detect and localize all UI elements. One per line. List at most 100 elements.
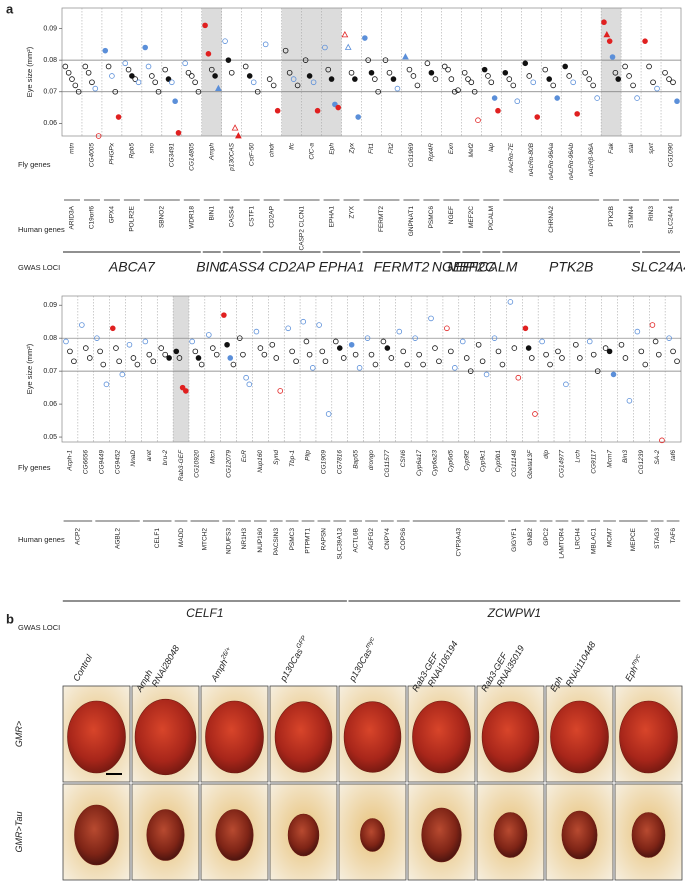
data-point	[176, 355, 183, 361]
fly-gene-label: CG14805	[189, 143, 196, 171]
data-point	[412, 335, 418, 341]
data-point	[240, 351, 246, 358]
data-point	[119, 371, 126, 378]
data-point	[182, 60, 188, 67]
data-point	[150, 358, 157, 365]
data-point	[165, 76, 172, 82]
human-gene-label: CELF1	[154, 528, 161, 549]
human-gene-label: SBNO2	[159, 206, 166, 228]
human-gene-label: POLR2E	[129, 205, 136, 231]
data-point	[227, 355, 234, 361]
human-gene-label: LRCH4	[575, 528, 582, 550]
data-point	[670, 79, 676, 86]
eye	[619, 700, 678, 774]
y-axis-label: Eye size (mm²)	[25, 343, 34, 394]
data-point	[228, 69, 235, 76]
data-point	[306, 73, 313, 79]
row-label: Human genes	[18, 225, 65, 234]
data-point	[109, 325, 116, 332]
data-point	[122, 60, 129, 67]
row-label: GMR>Tau	[14, 812, 24, 853]
data-point	[471, 88, 478, 95]
data-point	[606, 348, 613, 355]
fly-gene-label: p130CAS	[228, 142, 235, 171]
human-gene-label: CASP2 CLCN1	[298, 206, 305, 251]
data-point	[634, 95, 640, 101]
fly-gene-label: CG14977	[559, 450, 566, 478]
data-point	[461, 69, 468, 76]
human-gene-label: AGFG2	[368, 528, 375, 550]
fly-gene-label: CG11577	[384, 450, 391, 478]
data-point	[254, 88, 261, 95]
data-point	[336, 345, 343, 351]
data-point	[113, 345, 119, 351]
gwas-locus-label: CD2AP	[268, 259, 315, 275]
data-point	[475, 117, 481, 123]
human-gene-label: STAG3	[654, 528, 661, 549]
data-point	[546, 76, 553, 82]
human-gene-label: CNPY4	[384, 528, 391, 550]
data-point	[270, 82, 277, 89]
shade	[301, 8, 322, 136]
fly-gene-label: CG3491	[169, 143, 176, 168]
data-point	[574, 111, 580, 117]
fly-gene-label: CG9449	[98, 450, 105, 475]
fly-gene-label: CG6656	[83, 450, 90, 475]
fly-gene-label: CG9117	[590, 450, 597, 474]
fly-gene-label: CG1909	[321, 450, 328, 475]
data-point	[202, 22, 208, 29]
data-point	[97, 348, 103, 355]
fly-gene-label: Rab3-GEF	[178, 449, 185, 481]
data-point	[352, 351, 359, 358]
human-gene-label: EPHA1	[328, 206, 335, 228]
data-point	[222, 38, 228, 44]
data-point	[172, 98, 178, 105]
fly-gene-label: Fit1	[368, 143, 375, 154]
data-point	[205, 51, 212, 57]
eye	[631, 812, 666, 858]
data-point	[654, 85, 660, 92]
y-tick-label: 0.08	[43, 57, 57, 64]
data-point	[67, 348, 73, 355]
panel-label: b	[6, 611, 14, 626]
data-point	[224, 341, 230, 348]
data-point	[594, 368, 601, 374]
y-tick-label: 0.06	[43, 120, 57, 127]
data-point	[89, 79, 95, 86]
data-point	[319, 348, 326, 355]
data-point	[85, 69, 92, 76]
data-point	[602, 345, 609, 351]
row-label: GWAS LOCI	[18, 623, 60, 632]
data-point	[250, 79, 257, 86]
data-point	[277, 388, 284, 394]
fly-gene-label: Mcm7	[606, 450, 613, 468]
data-point	[563, 381, 569, 388]
data-point	[175, 130, 182, 136]
data-point	[302, 57, 309, 63]
data-point	[325, 66, 332, 73]
data-point	[526, 73, 533, 79]
data-point	[206, 332, 212, 338]
data-point	[145, 63, 152, 70]
column-label-line: p130Cas	[278, 646, 305, 683]
fly-gene-label: sno	[149, 143, 156, 154]
column-label-line: RNAi110448	[564, 640, 598, 689]
eye	[343, 701, 402, 773]
data-point	[491, 335, 498, 341]
data-point	[659, 437, 665, 444]
data-point	[459, 338, 466, 345]
data-point	[195, 355, 202, 361]
data-point	[135, 79, 142, 86]
fly-gene-label: Fit2	[388, 143, 395, 154]
fly-gene-label: lap	[488, 143, 495, 152]
data-point	[294, 82, 301, 89]
fly-gene-label: drongo	[368, 450, 375, 471]
data-point	[432, 76, 439, 82]
human-gene-label: PACSIN3	[273, 528, 280, 556]
data-point	[610, 371, 617, 378]
data-point	[495, 348, 502, 355]
gwas-locus-label: CASS4	[219, 259, 265, 275]
data-point	[410, 73, 417, 79]
data-point	[215, 84, 222, 91]
fly-gene-label: EcR	[241, 450, 248, 463]
